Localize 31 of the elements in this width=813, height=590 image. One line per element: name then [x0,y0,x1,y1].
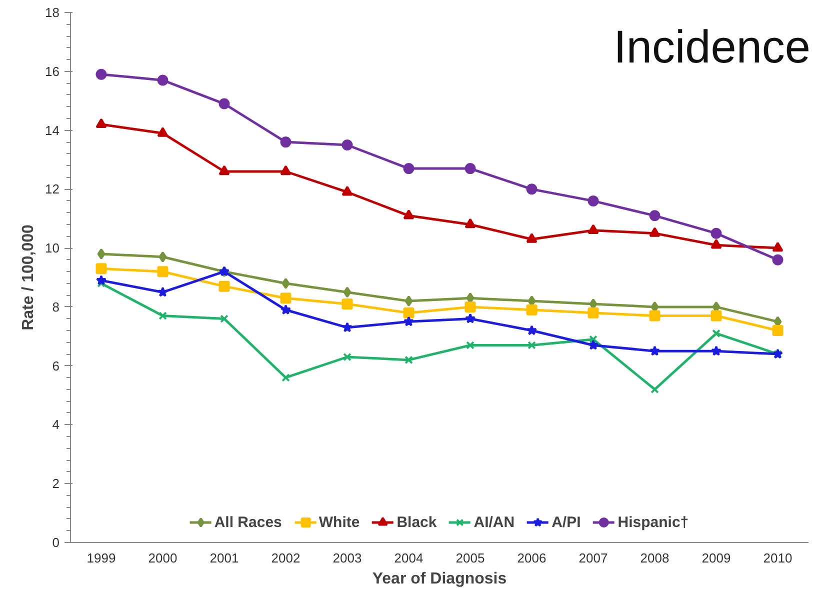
x-tick-label: 1999 [86,550,116,566]
x-tick-label: 2008 [640,550,670,566]
legend-label: White [318,514,360,530]
legend-label: A/PI [552,514,581,530]
x-tick-label: 2000 [148,550,178,566]
x-tick-label: 2002 [271,550,300,566]
x-tick-label: 2009 [702,550,731,566]
y-axis-title: Rate / 100,000 [20,224,38,330]
y-tick-label: 2 [52,476,60,492]
y-tick-label: 8 [52,299,60,314]
x-tick-label: 2006 [517,550,546,566]
legend-label: AI/AN [474,514,515,530]
x-tick-label: 2001 [210,550,239,566]
y-tick-label: 4 [52,417,60,432]
x-tick-label: 2007 [578,550,608,566]
legend-label: Black [396,514,437,530]
x-tick-label: 2010 [763,550,792,566]
x-tick-label: 2005 [456,550,485,566]
legend-label: All Races [214,514,282,530]
x-axis-title: Year of Diagnosis [372,570,507,588]
x-tick-label: 2003 [332,550,362,566]
y-tick-label: 16 [45,64,60,79]
y-tick-label: 18 [45,5,60,20]
x-tick-label: 2004 [394,550,424,566]
y-tick-label: 6 [52,358,60,374]
y-tick-label: 12 [45,182,60,197]
y-tick-label: 0 [52,535,60,550]
y-tick-label: 14 [45,122,60,138]
chart-title: Incidence [614,20,811,72]
legend-label: Hispanic† [618,514,689,530]
y-tick-label: 10 [45,240,60,256]
